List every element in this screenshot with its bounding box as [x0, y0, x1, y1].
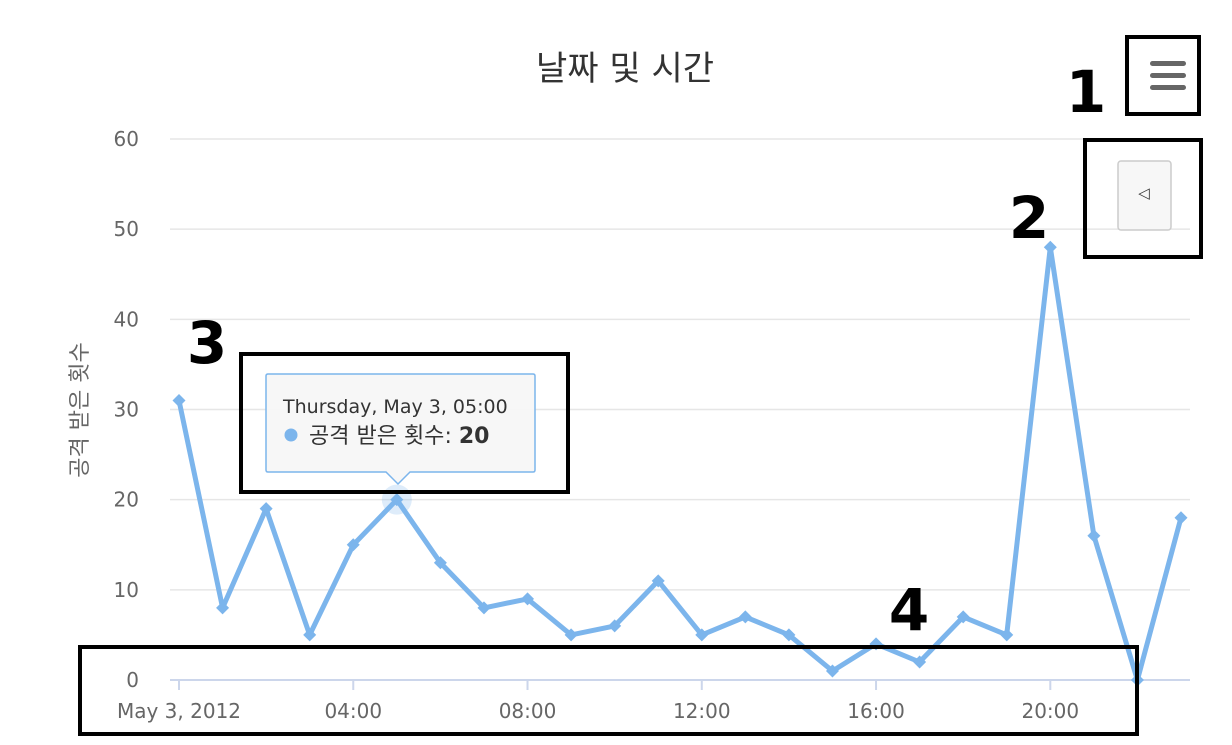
- x-tick-label: 16:00: [847, 699, 905, 723]
- data-point[interactable]: [1174, 511, 1188, 525]
- y-tick-label: 30: [114, 398, 139, 422]
- annotation-box-1: [1125, 35, 1201, 116]
- chart-title: 날짜 및 시간: [536, 49, 714, 89]
- x-tick-label: 04:00: [324, 699, 382, 723]
- data-point[interactable]: [216, 601, 230, 615]
- annotation-number-4: 4: [889, 576, 929, 644]
- hamburger-menu-icon: [1150, 61, 1186, 90]
- y-tick-label: 20: [114, 488, 139, 512]
- y-axis-ticks: 0 10 20 30 40 50 60: [114, 127, 139, 692]
- x-tick-label: 08:00: [499, 699, 557, 723]
- y-tick-label: 0: [126, 668, 139, 692]
- data-point[interactable]: [651, 574, 665, 588]
- annotation-box-2: [1083, 138, 1203, 259]
- data-point[interactable]: [521, 592, 535, 606]
- tooltip-box: [265, 373, 536, 486]
- y-tick-label: 60: [114, 127, 139, 151]
- tooltip-series-label: 공격 받은 횟수: [309, 424, 444, 449]
- y-axis-label: 공격 받은 횟수: [68, 342, 93, 477]
- data-point[interactable]: [782, 628, 796, 642]
- back-button-box[interactable]: [1117, 160, 1172, 231]
- data-point[interactable]: [1000, 628, 1014, 642]
- tooltip-header: Thursday, May 3, 05:00: [282, 396, 508, 418]
- data-point[interactable]: [1087, 529, 1101, 543]
- tooltip-value: 20: [459, 424, 490, 449]
- data-point[interactable]: [695, 628, 709, 642]
- data-point[interactable]: [608, 619, 622, 633]
- data-point[interactable]: [172, 393, 186, 407]
- annotation-number-1: 1: [1066, 58, 1106, 126]
- data-point[interactable]: [738, 610, 752, 624]
- x-tick-label: 12:00: [673, 699, 731, 723]
- x-tick-label: May 3, 2012: [117, 699, 241, 723]
- back-button[interactable]: ◁: [1117, 160, 1172, 231]
- annotation-number-2: 2: [1009, 184, 1049, 252]
- y-tick-label: 50: [114, 217, 139, 241]
- annotation-number-3: 3: [187, 309, 227, 377]
- data-point[interactable]: [564, 628, 578, 642]
- tooltip-series-marker: [284, 428, 298, 442]
- context-menu-button[interactable]: [1130, 40, 1198, 112]
- data-point[interactable]: [477, 601, 491, 615]
- data-point[interactable]: [346, 538, 360, 552]
- x-axis-ticks: May 3, 2012 04:00 08:00 12:00 16:00 20:00: [117, 680, 1079, 723]
- tooltip-colon: :: [444, 424, 458, 449]
- data-point[interactable]: [259, 502, 273, 516]
- series-line: [176, 244, 1184, 683]
- data-point[interactable]: [433, 556, 447, 570]
- data-point[interactable]: [825, 664, 839, 678]
- data-point[interactable]: [913, 655, 927, 669]
- tooltip: Thursday, May 3, 05:00 공격 받은 횟수: 20: [265, 373, 536, 486]
- tooltip-body: 공격 받은 횟수: 20: [309, 424, 489, 449]
- annotation-box-3: [239, 352, 570, 494]
- triangle-left-icon: ◁: [1138, 184, 1150, 202]
- x-tick-label: 20:00: [1021, 699, 1079, 723]
- annotation-overlays: 1 2 3 4: [78, 35, 1203, 736]
- data-point[interactable]: [956, 610, 970, 624]
- y-tick-label: 10: [114, 578, 139, 602]
- y-tick-label: 40: [114, 307, 139, 331]
- annotation-box-4: [78, 645, 1139, 736]
- data-point[interactable]: [1043, 240, 1057, 254]
- data-point[interactable]: [390, 493, 404, 507]
- data-point[interactable]: [303, 628, 317, 642]
